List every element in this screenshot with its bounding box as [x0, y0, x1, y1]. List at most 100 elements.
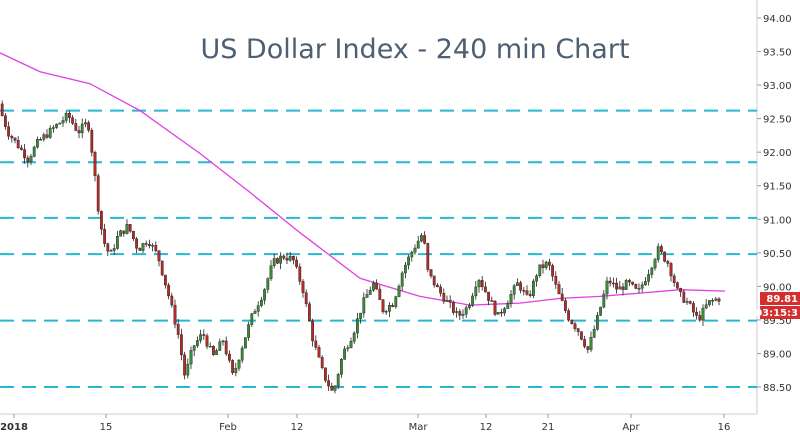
candle-up [83, 122, 87, 125]
candle-up [112, 248, 116, 251]
candle-up [115, 236, 119, 249]
candle-down [147, 244, 151, 246]
candle-up [237, 359, 241, 369]
candle-down [308, 303, 311, 322]
candle-down [480, 280, 484, 288]
candle-up [256, 305, 260, 312]
candle-up [685, 301, 689, 303]
horizontal-levels [0, 109, 757, 388]
candle-down [698, 315, 702, 321]
candle-down [90, 130, 94, 153]
candle-up [42, 134, 46, 140]
candle-up [192, 345, 196, 351]
candle-down [67, 113, 71, 118]
candle-up [119, 230, 123, 237]
x-tick-label: 21 [542, 422, 555, 433]
candle-up [333, 385, 337, 391]
y-tick-label: 90.50 [763, 249, 792, 260]
candle-up [362, 297, 366, 314]
candle-down [583, 339, 587, 347]
candle-down [634, 284, 638, 289]
candle-up [58, 122, 62, 125]
candle-down [154, 244, 158, 251]
candle-down [628, 280, 631, 283]
candle-up [708, 300, 711, 305]
candle-down [295, 259, 298, 267]
candle-up [506, 303, 510, 309]
moving-average [0, 52, 726, 306]
candle-up [32, 146, 36, 157]
y-tick-label: 91.00 [763, 215, 792, 226]
candle-down [576, 328, 580, 332]
candle-down [621, 286, 625, 290]
candle-down [612, 282, 615, 285]
candle-down [96, 175, 100, 212]
candle-down [484, 286, 487, 293]
candle-down [16, 139, 20, 149]
x-axis: 2018 15 Feb 12 Mar 12 21 Apr 16 [0, 414, 730, 433]
candle-down [135, 238, 138, 249]
candle-down [391, 305, 394, 307]
candle-up [61, 120, 65, 124]
countdown-tag: 03:15:3 [755, 308, 798, 319]
candle-down [157, 250, 161, 262]
candle-up [52, 127, 55, 129]
candle-down [660, 246, 663, 253]
moving-average-line [0, 52, 726, 306]
candle-up [647, 274, 651, 282]
candle-down [487, 291, 490, 301]
candle-down [548, 261, 551, 266]
candle-down [525, 290, 529, 295]
candle-up [208, 346, 212, 348]
candle-down [663, 251, 667, 262]
candle-up [189, 350, 193, 365]
last-price-tag-bg [760, 292, 800, 305]
last-price-tag: 89.81 [766, 294, 798, 305]
candle-down [23, 149, 26, 159]
candle-up [704, 304, 708, 309]
candle-up [410, 251, 414, 258]
candle-down [99, 210, 103, 230]
candle-down [314, 340, 318, 348]
candle-up [186, 363, 190, 376]
candle-down [301, 281, 305, 293]
candle-down [429, 269, 433, 277]
candle-up [397, 285, 401, 297]
candle-up [109, 250, 113, 252]
x-tick-label: 16 [718, 422, 731, 433]
candle-down [77, 130, 81, 134]
countdown-tag-bg [760, 306, 800, 319]
candle-down [330, 385, 334, 391]
price-tags: 89.81 03:15:3 [755, 292, 800, 319]
candle-up [471, 295, 474, 306]
candle-down [432, 275, 436, 286]
candle-down [669, 263, 673, 277]
candle-down [692, 303, 695, 313]
candle-down [519, 282, 523, 291]
candle-up [343, 348, 346, 360]
candle-down [580, 331, 583, 340]
y-tick-label: 91.50 [763, 182, 792, 193]
candle-down [586, 346, 590, 350]
candle-up [269, 265, 273, 279]
candle-down [71, 117, 75, 124]
candle-down [573, 323, 577, 329]
candle-up [400, 272, 404, 287]
candle-up [125, 224, 129, 234]
candle-down [170, 295, 174, 306]
candle-down [45, 134, 49, 138]
y-tick-label: 89.00 [763, 349, 792, 360]
y-tick-label: 88.50 [763, 383, 792, 394]
candle-down [688, 301, 692, 304]
candle-up [538, 264, 542, 277]
candle-up [215, 350, 218, 355]
candle-up [711, 300, 715, 302]
candle-up [496, 312, 500, 315]
candle-down [10, 136, 14, 139]
candle-up [141, 243, 145, 251]
candle-up [714, 298, 718, 301]
candle-down [128, 224, 132, 232]
candle-down [442, 293, 446, 302]
candle-down [26, 157, 30, 162]
